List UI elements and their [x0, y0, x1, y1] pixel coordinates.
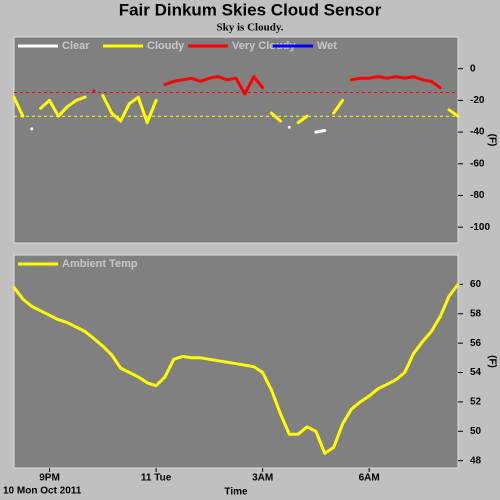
y-tick-label: -20 — [470, 95, 485, 106]
data-line — [332, 98, 345, 115]
x-axis-label: Time — [224, 487, 248, 498]
chart-subtitle: Sky is Cloudy. — [217, 22, 284, 34]
data-line — [447, 108, 460, 118]
plot-area — [13, 36, 459, 244]
date-label: 10 Mon Oct 2011 — [3, 486, 82, 497]
y-tick-label: 54 — [470, 367, 482, 378]
legend-label: Wet — [317, 40, 337, 52]
y-tick-label: -40 — [470, 127, 485, 138]
data-line — [12, 95, 25, 118]
legend-label: Very Cloudy — [232, 40, 296, 52]
y-tick-label: 52 — [470, 397, 482, 408]
x-tick-label: 9PM — [39, 473, 60, 484]
y-tick-label: -60 — [470, 158, 485, 169]
legend-label: Cloudy — [147, 40, 185, 52]
y-tick-label: 58 — [470, 308, 482, 319]
data-line — [349, 75, 442, 90]
x-tick-label: 11 Tue — [141, 473, 172, 484]
x-tick-label: 3AM — [252, 473, 273, 484]
legend-label: Ambient Temp — [62, 258, 138, 270]
y-tick-label: 56 — [470, 338, 482, 349]
y-tick-label: -100 — [470, 222, 490, 233]
data-line — [12, 282, 460, 455]
y-axis-label: (F) — [486, 355, 497, 368]
y-tick-label: 48 — [470, 455, 482, 466]
plot-area — [13, 254, 459, 469]
chart-title: Fair Dinkum Skies Cloud Sensor — [119, 0, 382, 19]
data-line — [270, 111, 282, 123]
data-line — [314, 129, 327, 134]
y-tick-label: 50 — [470, 426, 482, 437]
y-axis-label: (F) — [486, 134, 497, 147]
data-line — [39, 95, 87, 118]
data-line — [101, 94, 158, 125]
y-tick-label: 60 — [470, 279, 482, 290]
y-tick-label: 0 — [470, 63, 476, 74]
y-tick-label: -80 — [470, 190, 485, 201]
legend-label: Clear — [62, 40, 90, 52]
data-line — [163, 75, 265, 96]
x-tick-label: 6AM — [359, 473, 380, 484]
data-line — [296, 114, 309, 125]
